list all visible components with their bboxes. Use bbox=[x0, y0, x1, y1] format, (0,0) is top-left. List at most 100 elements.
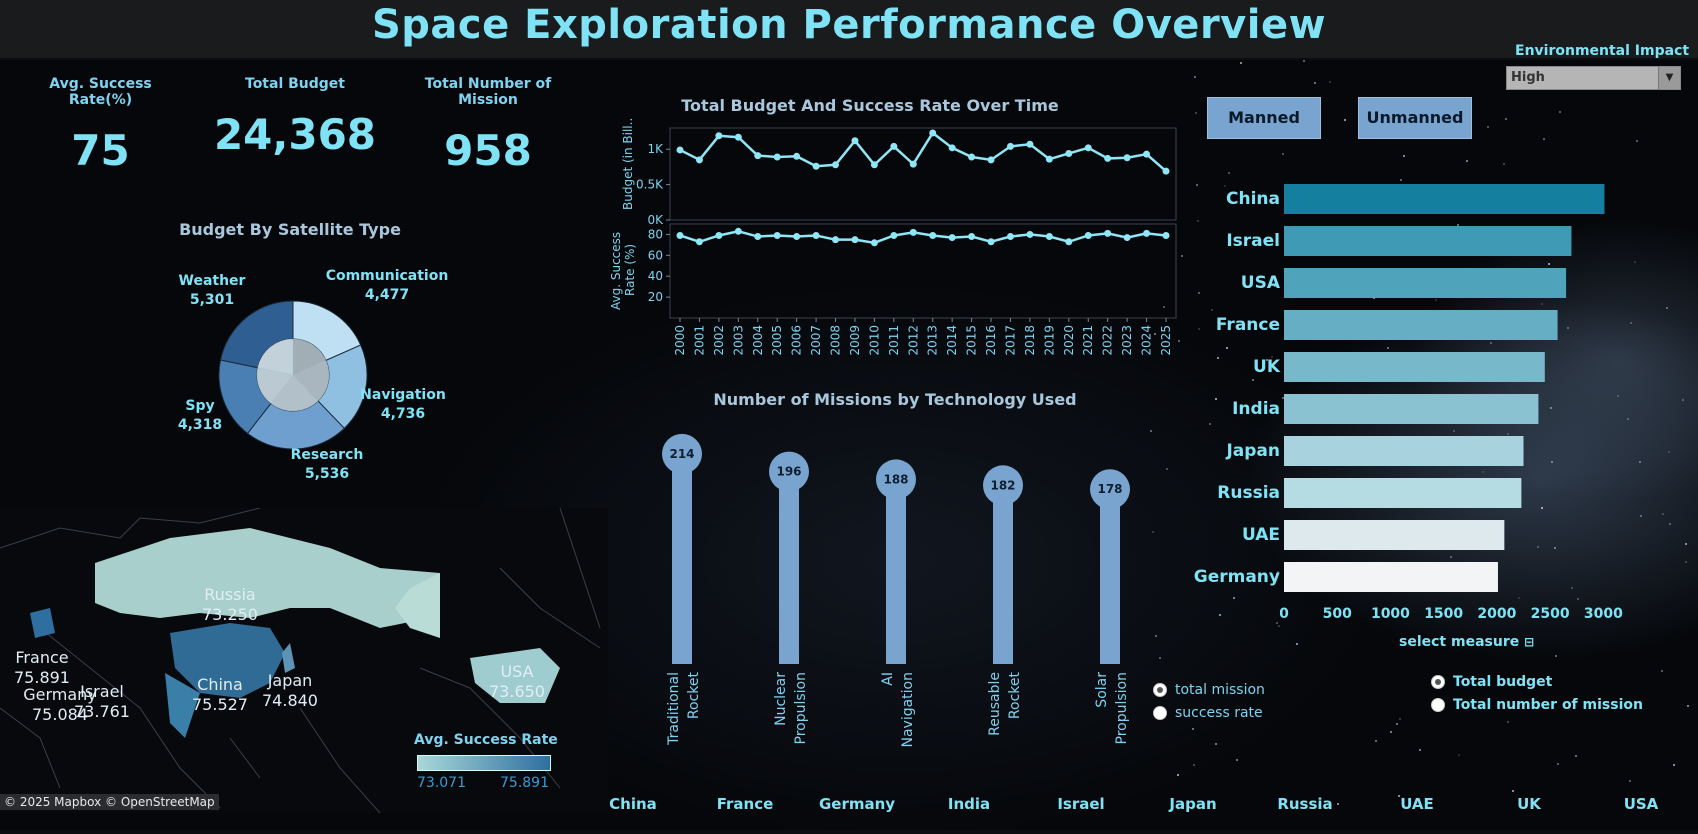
budget-point[interactable] bbox=[1006, 142, 1014, 150]
country-bar-uae[interactable] bbox=[1284, 520, 1505, 550]
success-rate-point[interactable] bbox=[676, 231, 684, 239]
country-bar-china[interactable] bbox=[1284, 184, 1605, 214]
success-rate-point[interactable] bbox=[793, 233, 801, 241]
lollipop-head[interactable] bbox=[1090, 469, 1130, 510]
radio-total-budget[interactable]: Total budget bbox=[1431, 674, 1552, 690]
radio-button[interactable] bbox=[1153, 706, 1167, 720]
unmanned-button[interactable]: Unmanned bbox=[1358, 97, 1472, 139]
budget-point[interactable] bbox=[793, 152, 801, 160]
success-rate-point[interactable] bbox=[773, 231, 781, 239]
budget-point[interactable] bbox=[870, 161, 878, 169]
lollipop-stem[interactable] bbox=[886, 479, 906, 664]
country-tab-israel[interactable]: Israel bbox=[1057, 795, 1105, 813]
budget-point[interactable] bbox=[987, 156, 995, 164]
success-rate-point[interactable] bbox=[1162, 231, 1170, 239]
filter-icon[interactable]: ⊟ bbox=[1524, 635, 1535, 649]
budget-point[interactable] bbox=[695, 156, 703, 164]
country-tab-uk[interactable]: UK bbox=[1517, 795, 1541, 813]
success-rate-point[interactable] bbox=[851, 236, 859, 244]
lollipop-head[interactable] bbox=[983, 465, 1023, 506]
budget-point[interactable] bbox=[734, 133, 742, 141]
success-rate-point[interactable] bbox=[695, 238, 703, 246]
country-tab-japan[interactable]: Japan bbox=[1169, 795, 1217, 813]
success-rate-point[interactable] bbox=[968, 233, 976, 241]
star-dot bbox=[1223, 185, 1226, 188]
success-rate-point[interactable] bbox=[1045, 233, 1053, 241]
success-rate-point[interactable] bbox=[812, 231, 820, 239]
lollipop-stem[interactable] bbox=[779, 471, 799, 664]
budget-point[interactable] bbox=[812, 162, 820, 170]
success-rate-point[interactable] bbox=[754, 233, 762, 241]
success-rate-point[interactable] bbox=[1104, 229, 1112, 237]
chevron-down-icon[interactable]: ▼ bbox=[1658, 67, 1680, 89]
lollipop-head[interactable] bbox=[769, 451, 809, 492]
radio-total-mission[interactable]: total mission bbox=[1153, 682, 1265, 698]
country-bar-usa[interactable] bbox=[1284, 268, 1567, 298]
budget-point[interactable] bbox=[1065, 149, 1073, 157]
country-bar-uk[interactable] bbox=[1284, 352, 1545, 382]
success-rate-point[interactable] bbox=[909, 228, 917, 236]
radio-success-rate[interactable]: success rate bbox=[1153, 705, 1263, 721]
environmental-impact-select[interactable]: High ▼ bbox=[1506, 66, 1681, 90]
budget-point[interactable] bbox=[676, 146, 684, 154]
budget-point[interactable] bbox=[1026, 140, 1034, 148]
success-rate-point[interactable] bbox=[734, 227, 742, 235]
success-rate-point[interactable] bbox=[1026, 230, 1034, 238]
country-tab-usa[interactable]: USA bbox=[1623, 795, 1659, 813]
budget-point[interactable] bbox=[832, 161, 840, 169]
country-bar-france[interactable] bbox=[1284, 310, 1558, 340]
budget-point[interactable] bbox=[1123, 154, 1131, 162]
star-dot bbox=[1210, 309, 1213, 312]
success-rate-point[interactable] bbox=[715, 231, 723, 239]
map-attribution[interactable]: © 2025 Mapbox © OpenStreetMap bbox=[0, 794, 219, 810]
country-tab-france[interactable]: France bbox=[716, 795, 774, 813]
success-rate-point[interactable] bbox=[1084, 231, 1092, 239]
success-rate-point[interactable] bbox=[870, 239, 878, 247]
country-tab-russia[interactable]: Russia bbox=[1277, 795, 1333, 813]
budget-point[interactable] bbox=[1045, 155, 1053, 163]
success-rate-point[interactable] bbox=[832, 236, 840, 244]
lollipop-stem[interactable] bbox=[1100, 489, 1120, 664]
radio-button[interactable] bbox=[1153, 683, 1167, 697]
budget-point[interactable] bbox=[773, 153, 781, 161]
country-tab-uae[interactable]: UAE bbox=[1400, 795, 1434, 813]
lollipop-stem[interactable] bbox=[672, 453, 692, 664]
pie-label-name: Navigation bbox=[360, 387, 446, 403]
country-tab-germany[interactable]: Germany bbox=[818, 795, 896, 813]
country-tab-china[interactable]: China bbox=[609, 795, 657, 813]
budget-point[interactable] bbox=[1104, 154, 1112, 162]
budget-point[interactable] bbox=[1162, 167, 1170, 175]
success-rate-point[interactable] bbox=[1006, 233, 1014, 241]
budget-point[interactable] bbox=[1084, 144, 1092, 152]
budget-point[interactable] bbox=[715, 132, 723, 140]
budget-point[interactable] bbox=[948, 144, 956, 152]
country-bar-israel[interactable] bbox=[1284, 226, 1572, 256]
success-rate-point[interactable] bbox=[1143, 229, 1151, 237]
radio-button[interactable] bbox=[1431, 698, 1445, 712]
radio-button[interactable] bbox=[1431, 675, 1445, 689]
country-bar-russia[interactable] bbox=[1284, 478, 1522, 508]
budget-point[interactable] bbox=[968, 153, 976, 161]
country-tab-india[interactable]: India bbox=[947, 795, 991, 813]
country-bar-germany[interactable] bbox=[1284, 562, 1498, 592]
manned-button[interactable]: Manned bbox=[1207, 97, 1321, 139]
success-rate-point[interactable] bbox=[987, 238, 995, 246]
country-bar-india[interactable] bbox=[1284, 394, 1539, 424]
success-rate-point[interactable] bbox=[890, 231, 898, 239]
success-rate-point[interactable] bbox=[1065, 238, 1073, 246]
budget-point[interactable] bbox=[890, 142, 898, 150]
budget-point[interactable] bbox=[909, 160, 917, 168]
success-rate-point[interactable] bbox=[929, 231, 937, 239]
success-rate-point[interactable] bbox=[1123, 234, 1131, 242]
lollipop-stem[interactable] bbox=[993, 485, 1013, 664]
lollipop-head[interactable] bbox=[876, 459, 916, 500]
budget-point[interactable] bbox=[754, 152, 762, 160]
success-rate-point[interactable] bbox=[948, 234, 956, 242]
lollipop-head[interactable] bbox=[662, 433, 702, 474]
budget-point[interactable] bbox=[1143, 150, 1151, 158]
star-dot bbox=[1151, 530, 1154, 533]
budget-point[interactable] bbox=[929, 129, 937, 137]
country-bar-japan[interactable] bbox=[1284, 436, 1524, 466]
budget-point[interactable] bbox=[851, 137, 859, 145]
radio-total-number-of-mission[interactable]: Total number of mission bbox=[1431, 697, 1643, 713]
